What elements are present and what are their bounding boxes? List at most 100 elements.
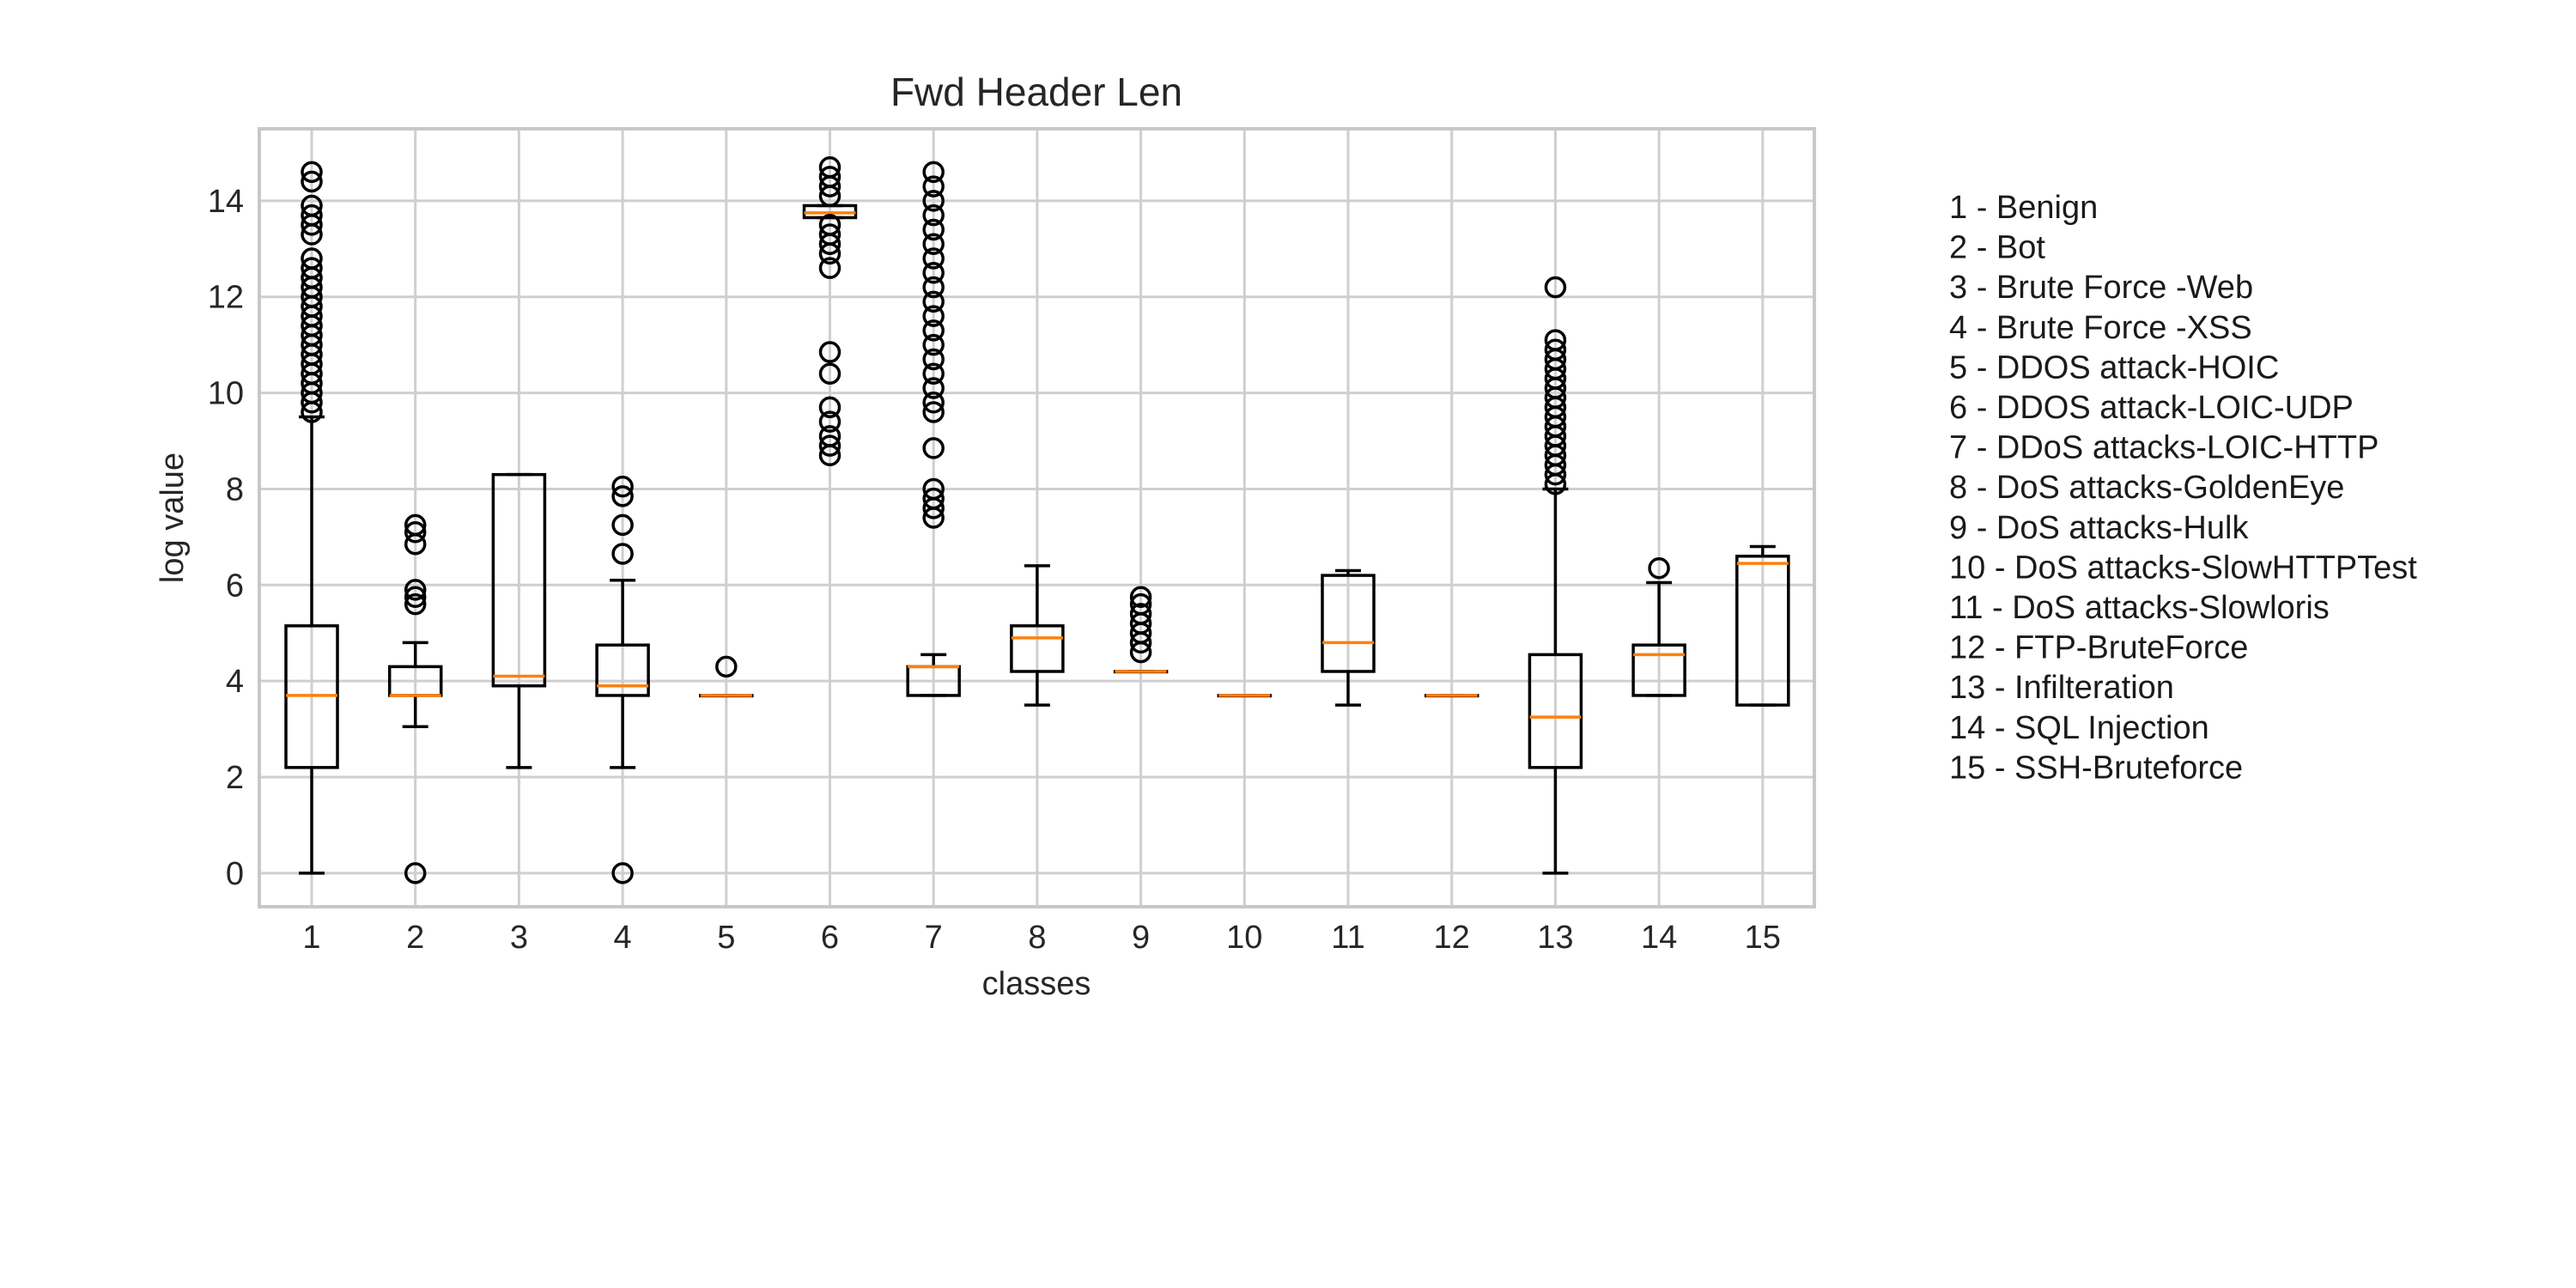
outlier-point bbox=[611, 543, 634, 565]
x-tick-label: 8 bbox=[1028, 920, 1046, 956]
outlier-point bbox=[922, 218, 945, 241]
box-class-15 bbox=[1735, 544, 1790, 707]
x-tick-label: 15 bbox=[1745, 920, 1781, 956]
outlier-point bbox=[922, 401, 945, 423]
outlier-point bbox=[1544, 329, 1567, 351]
outlier-point bbox=[922, 190, 945, 212]
y-tick-label: 8 bbox=[226, 471, 244, 507]
legend-entry: 14 - SQL Injection bbox=[1949, 710, 2209, 746]
box-series bbox=[284, 155, 1790, 884]
x-tick-label: 5 bbox=[717, 920, 735, 956]
outlier-point bbox=[818, 425, 841, 447]
outlier-point bbox=[922, 290, 945, 313]
outlier-point bbox=[922, 333, 945, 356]
x-tick-label: 7 bbox=[925, 920, 943, 956]
legend-entry: 7 - DDoS attacks-LOIC-HTTP bbox=[1949, 430, 2379, 466]
outlier-point bbox=[1129, 603, 1152, 625]
box-class-9 bbox=[1113, 586, 1169, 674]
iqr-box bbox=[1631, 643, 1686, 697]
y-tick-label: 12 bbox=[208, 280, 244, 316]
outlier-point bbox=[611, 513, 634, 537]
outlier-point bbox=[818, 223, 841, 246]
x-tick-label: 12 bbox=[1434, 920, 1470, 956]
outlier-point bbox=[404, 862, 427, 884]
box-class-6 bbox=[802, 155, 858, 467]
outlier-point bbox=[404, 579, 427, 601]
y-tick-labels: 0 2 4 6 8 10 12 14 bbox=[208, 184, 244, 892]
outlier-point bbox=[301, 257, 323, 279]
outlier-point bbox=[1129, 592, 1152, 616]
legend-entry: 10 - DoS attacks-SlowHTTPTest bbox=[1949, 550, 2417, 586]
x-tick-label: 1 bbox=[302, 920, 320, 956]
outlier-point bbox=[922, 175, 945, 197]
x-tick-labels: 1 2 3 4 5 6 7 8 9 10 11 12 13 14 15 bbox=[302, 920, 1781, 956]
legend-entry: 9 - DoS attacks-Hulk bbox=[1949, 510, 2249, 546]
x-tick-label: 14 bbox=[1641, 920, 1677, 956]
outlier-point bbox=[922, 276, 945, 299]
box-class-4 bbox=[595, 475, 650, 884]
x-axis-label: classes bbox=[982, 966, 1091, 1002]
y-axis-label: log value bbox=[155, 453, 191, 583]
outlier-point bbox=[922, 392, 945, 414]
outlier-point bbox=[922, 204, 945, 227]
legend-entry: 4 - Brute Force -XSS bbox=[1949, 310, 2252, 346]
iqr-box bbox=[1528, 653, 1583, 769]
outlier-point bbox=[818, 166, 841, 188]
outlier-point bbox=[922, 233, 945, 255]
box-class-2 bbox=[387, 513, 443, 884]
box-class-5 bbox=[699, 655, 754, 698]
outlier-point bbox=[1648, 556, 1670, 580]
outlier-point bbox=[611, 862, 634, 884]
legend-entry: 11 - DoS attacks-Slowloris bbox=[1949, 590, 2330, 626]
y-tick-label: 2 bbox=[226, 760, 244, 796]
outlier-point bbox=[922, 247, 945, 270]
outlier-point bbox=[922, 362, 945, 385]
box-class-14 bbox=[1631, 556, 1686, 697]
legend-entry: 13 - Infilteration bbox=[1949, 670, 2174, 706]
outlier-point bbox=[404, 513, 427, 537]
outlier-point bbox=[922, 262, 945, 284]
x-tick-label: 3 bbox=[510, 920, 528, 956]
outlier-point bbox=[404, 592, 427, 616]
legend: 1 - Benign 2 - Bot 3 - Brute Force -Web 4 -… bbox=[1949, 190, 2417, 786]
grid bbox=[259, 129, 1814, 907]
outlier-point bbox=[818, 257, 841, 279]
outlier-point bbox=[611, 485, 634, 507]
outlier-point bbox=[301, 194, 323, 217]
x-tick-label: 2 bbox=[406, 920, 424, 956]
outlier-point bbox=[818, 362, 841, 385]
x-tick-label: 6 bbox=[821, 920, 839, 956]
legend-entry: 1 - Benign bbox=[1949, 190, 2098, 226]
chart-title: Fwd Header Len bbox=[890, 70, 1182, 114]
outlier-point bbox=[818, 434, 841, 457]
outlier-point bbox=[404, 586, 427, 609]
outlier-point bbox=[1544, 276, 1567, 299]
outlier-point bbox=[611, 475, 634, 498]
iqr-box bbox=[491, 472, 547, 688]
outlier-point bbox=[301, 161, 323, 184]
legend-entry: 12 - FTP-BruteForce bbox=[1949, 630, 2248, 666]
y-tick-label: 14 bbox=[208, 184, 244, 220]
box-class-8 bbox=[1010, 564, 1065, 707]
box-class-7 bbox=[906, 161, 961, 697]
iqr-box bbox=[595, 643, 650, 697]
outlier-point bbox=[1129, 586, 1152, 609]
outlier-point bbox=[301, 204, 323, 227]
x-tick-label: 10 bbox=[1226, 920, 1262, 956]
outlier-point bbox=[818, 155, 841, 179]
iqr-box bbox=[1735, 554, 1790, 707]
outlier-point bbox=[818, 396, 841, 419]
legend-entry: 2 - Bot bbox=[1949, 230, 2045, 266]
outlier-point bbox=[301, 247, 323, 270]
outlier-point bbox=[922, 319, 945, 342]
legend-entry: 15 - SSH-Bruteforce bbox=[1949, 750, 2243, 786]
x-tick-label: 9 bbox=[1132, 920, 1150, 956]
legend-entry: 6 - DDOS attack-LOIC-UDP bbox=[1949, 390, 2354, 426]
outlier-point bbox=[922, 305, 945, 327]
box-class-11 bbox=[1321, 568, 1376, 707]
iqr-box bbox=[1321, 574, 1376, 673]
outlier-point bbox=[922, 437, 945, 459]
iqr-box bbox=[1010, 624, 1065, 673]
outlier-point bbox=[922, 487, 945, 510]
